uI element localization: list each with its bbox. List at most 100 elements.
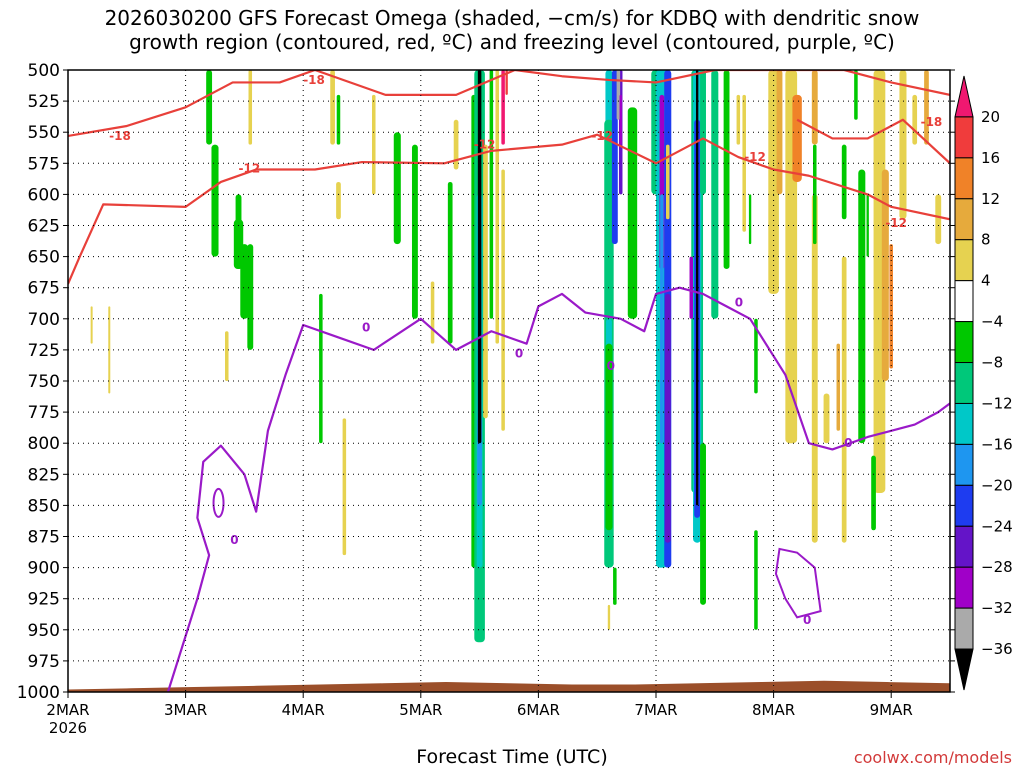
colorbar-label: −28 (981, 558, 1013, 576)
omega-shade-cell (501, 70, 505, 145)
y-tick-label: 775 (28, 403, 60, 423)
omega-shade-cell (748, 194, 752, 245)
colorbar-segment (954, 75, 974, 118)
omega-shade-cell (836, 343, 841, 431)
omega-shade-cell (841, 144, 847, 220)
colorbar-label: 12 (981, 190, 1000, 208)
x-tick-label: 7MAR (634, 701, 677, 719)
omega-shade-cell (871, 455, 876, 531)
colorbar-label: −8 (981, 354, 1003, 372)
x-axis-label: Forecast Time (UTC) (416, 746, 608, 768)
omega-shade-cell (501, 169, 505, 431)
colorbar-segment (954, 525, 974, 568)
omega-shade-cell (881, 169, 889, 381)
omega-shade-cell (330, 70, 335, 145)
omega-shade-cell (240, 244, 249, 319)
omega-shade-cell (723, 70, 730, 270)
omega-shade-cell (613, 567, 617, 605)
colorbar-segment (954, 198, 974, 241)
freezing-contour-label: 0 (735, 296, 743, 310)
omega-shade-cell (811, 70, 818, 145)
y-tick-label: 675 (28, 279, 60, 299)
colorbar-label: −32 (981, 599, 1013, 617)
omega-shade-cell (505, 70, 508, 95)
y-tick-label: 725 (28, 341, 60, 361)
y-tick-label: 525 (28, 92, 60, 112)
dgz-contour-label: -18 (303, 73, 325, 87)
freezing-level-contour (166, 286, 950, 692)
y-tick-label: 925 (28, 590, 60, 610)
y-tick-label: 750 (28, 372, 60, 392)
omega-shade-cell (754, 318, 758, 394)
colorbar-segment (954, 566, 974, 609)
omega-shade-cell (248, 70, 253, 145)
omega-shade-cell (206, 70, 213, 145)
omega-shade-cell (90, 306, 93, 344)
y-tick-label: 825 (28, 465, 60, 485)
dgz-contour-label: -12 (744, 150, 766, 164)
omega-shade-cell (854, 70, 858, 120)
colorbar-label: −12 (981, 394, 1013, 412)
colorbar-label: −36 (981, 640, 1013, 658)
omega-shade-cell (619, 94, 622, 145)
x-tick-label: 6MAR (517, 701, 560, 719)
omega-shade-cell (866, 194, 869, 257)
colorbar-segment (954, 321, 974, 364)
x-tick-sublabel: 2026 (49, 719, 87, 737)
y-tick-label: 625 (28, 217, 60, 237)
y-tick-label: 850 (28, 496, 60, 516)
y-tick-label: 650 (28, 248, 60, 268)
omega-shade-cell (924, 70, 929, 145)
chart-title-line-1: 2026030200 GFS Forecast Omega (shaded, −… (104, 6, 920, 30)
omega-shade-cell (627, 107, 638, 319)
omega-shade-cell (823, 393, 830, 444)
colorbar-segment (954, 648, 974, 691)
freezing-contour-label: 0 (362, 321, 370, 335)
x-tick-label: 9MAR (870, 701, 913, 719)
colorbar-label: 20 (981, 108, 1000, 126)
y-tick-label: 900 (28, 559, 60, 579)
omega-shade-cell (453, 119, 459, 170)
freezing-contour-label: 0 (803, 613, 811, 627)
colorbar-label: −20 (981, 476, 1013, 494)
omega-shade-cell (664, 293, 671, 543)
source-credit[interactable]: coolwx.com/models (853, 748, 1012, 767)
omega-shade-cell (700, 443, 706, 605)
colorbar-label: 4 (981, 272, 991, 290)
x-tick-label: 4MAR (282, 701, 325, 719)
colorbar-label: −24 (981, 517, 1013, 535)
freezing-loop-contour (212, 487, 225, 518)
x-tick-label: 8MAR (752, 701, 795, 719)
dgz-contour-label: -12 (591, 129, 613, 143)
omega-shade-cell (695, 70, 699, 506)
colorbar-segment (954, 402, 974, 445)
omega-shade-cell (935, 194, 942, 245)
dgz-contour-label: -18 (921, 115, 943, 129)
colorbar-segment (954, 607, 974, 650)
omega-shade-cell (768, 70, 779, 294)
dgz-minus18-contour (68, 70, 950, 138)
omega-shade-cell (393, 132, 401, 245)
dgz-minus18-contour-east (796, 118, 950, 165)
y-tick-label: 700 (28, 310, 60, 330)
omega-shade-cell (912, 94, 918, 145)
colorbar-segment (954, 484, 974, 527)
y-tick-label: 975 (28, 652, 60, 672)
x-tick-label: 5MAR (399, 701, 442, 719)
omega-shade-cell (660, 194, 664, 444)
omega-shade-cell (342, 418, 347, 556)
omega-shade-cell (607, 604, 611, 630)
omega-shade-cell (858, 169, 866, 444)
omega-shade-cell (489, 70, 494, 319)
omega-shade-cell (841, 256, 847, 543)
y-tick-label: 800 (28, 434, 60, 454)
y-tick-label: 500 (28, 61, 60, 81)
colorbar-segment (954, 362, 974, 404)
omega-shade-cell (736, 94, 741, 145)
omega-shade-cell (889, 244, 893, 369)
dgz-contour-label: -12 (474, 138, 496, 152)
x-tick-label: 3MAR (164, 701, 207, 719)
omega-shade-cell (247, 244, 254, 350)
y-tick-label: 600 (28, 185, 60, 205)
